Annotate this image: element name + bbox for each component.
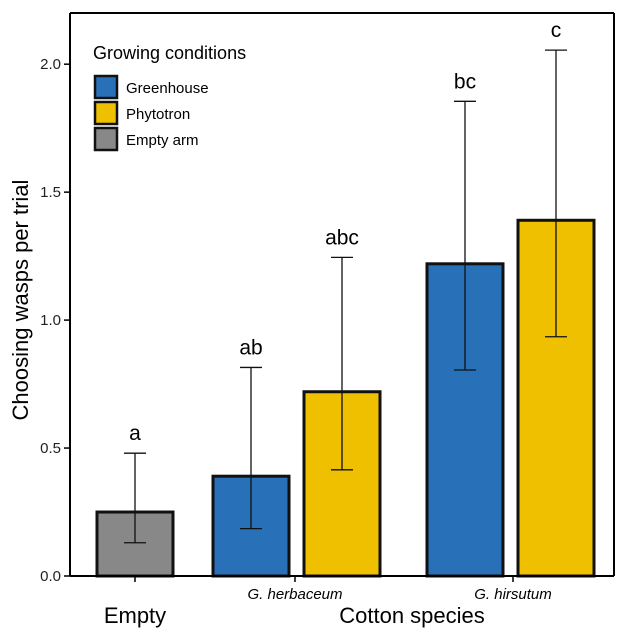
- y-tick-label-0: 0.0: [40, 568, 61, 585]
- legend-label-2: Phytotron: [126, 106, 190, 123]
- significance-label-4: bc: [454, 70, 476, 93]
- y-tick-label-4: 2.0: [40, 56, 61, 73]
- legend-label-1: Greenhouse: [126, 80, 209, 97]
- significance-label-2: ab: [239, 336, 262, 359]
- x-axis-title: Cotton species: [339, 603, 485, 628]
- significance-label-1: a: [129, 422, 141, 445]
- y-tick-label-3: 1.5: [40, 184, 61, 201]
- y-tick-label-1: 0.5: [40, 440, 61, 457]
- x-group-label-2: G. hirsutum: [474, 586, 552, 603]
- legend-swatch-3: [93, 126, 119, 152]
- x-group-label-0: Empty: [104, 603, 166, 628]
- legend-title: Growing conditions: [93, 43, 246, 63]
- legend-swatch-1: [93, 74, 119, 100]
- legend-label-3: Empty arm: [126, 132, 199, 149]
- plot-area: a ab abc bc c 0.0 0.5 1.0 1.5 2.0 Empty G. herbaceu…: [40, 12, 615, 628]
- y-tick-label-2: 1.0: [40, 312, 61, 329]
- legend: Growing conditions Greenhouse Phytotron Em…: [93, 43, 246, 152]
- legend-swatch-2: [93, 100, 119, 126]
- y-axis-title: Choosing wasps per trial: [8, 180, 33, 421]
- significance-label-3: abc: [325, 226, 359, 249]
- x-group-label-1: G. herbaceum: [247, 586, 342, 603]
- significance-label-5: c: [551, 19, 562, 42]
